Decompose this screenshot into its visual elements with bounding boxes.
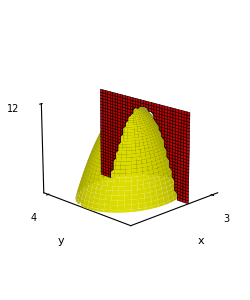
Y-axis label: y: y (58, 236, 64, 246)
X-axis label: x: x (197, 236, 204, 246)
